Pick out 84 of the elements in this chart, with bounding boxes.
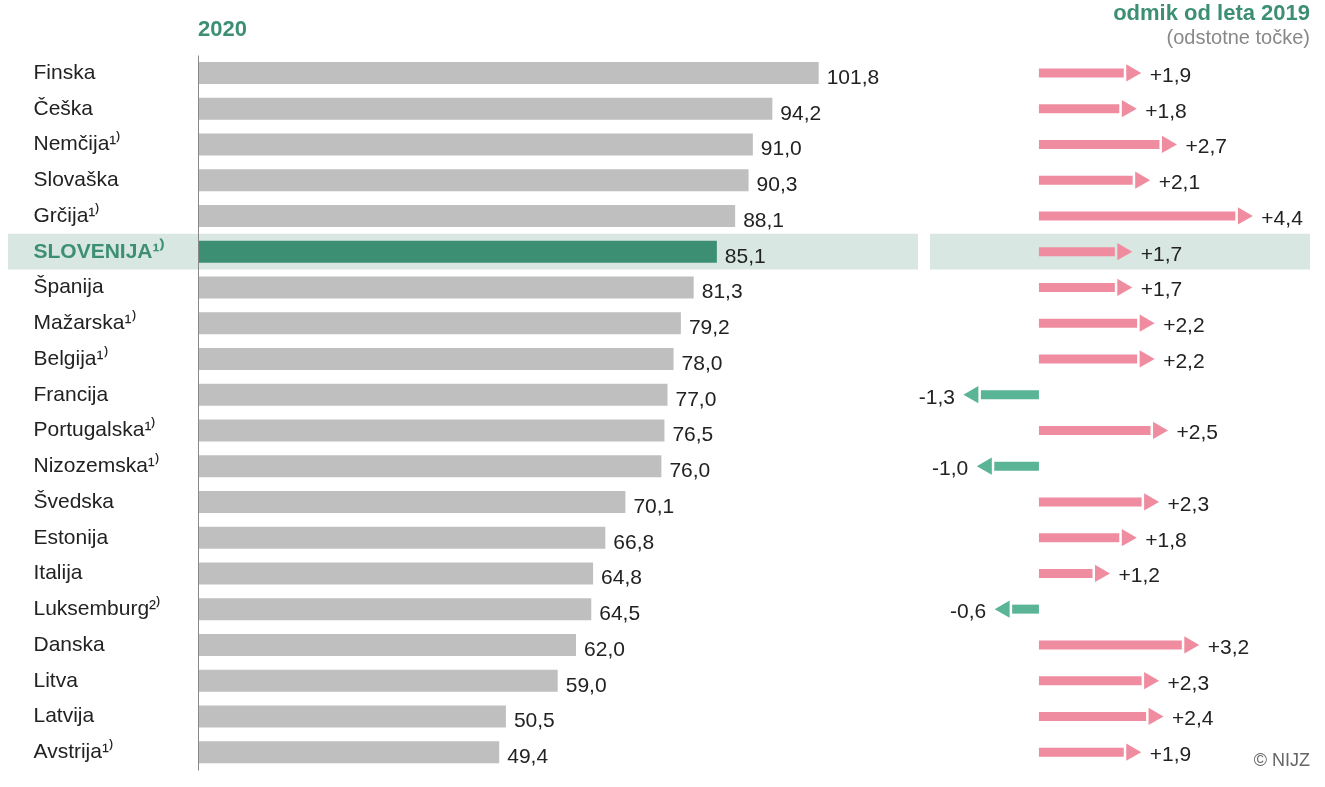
data-label: +2,2 <box>1163 313 1205 337</box>
y-tick-label: Češka <box>33 95 94 119</box>
y-tick-label: Latvija <box>33 703 95 727</box>
data-label: 66,8 <box>613 529 655 553</box>
data-label: +2,7 <box>1185 134 1227 158</box>
bar <box>198 276 694 299</box>
data-label: 79,2 <box>688 315 730 339</box>
y-tick-label: Slovaška <box>33 167 120 191</box>
chart-subtitle: (odstotne točke) <box>1166 26 1310 48</box>
data-label: +1,7 <box>1140 241 1183 265</box>
data-label: 70,1 <box>633 493 675 517</box>
data-label: 90,3 <box>756 172 798 196</box>
bar <box>198 347 674 370</box>
data-label: 81,3 <box>701 279 743 303</box>
data-label: 77,0 <box>675 386 717 410</box>
bar <box>198 383 668 406</box>
text: © NIJZ <box>1253 750 1310 770</box>
bar <box>198 169 749 192</box>
data-label: +2,1 <box>1158 170 1201 194</box>
data-label: 49,4 <box>507 744 549 768</box>
data-label: +1,2 <box>1118 563 1160 587</box>
y-tick-label: Španija <box>33 274 104 298</box>
y-tick-label: Nizozemska¹⁾ <box>33 452 160 477</box>
bar <box>198 97 773 120</box>
y-tick-label: Italija <box>33 560 83 584</box>
y-tick-label: Litva <box>33 667 79 691</box>
data-label: 91,0 <box>760 136 802 160</box>
data-label: 85,1 <box>724 243 766 267</box>
data-label: 64,5 <box>599 601 641 625</box>
y-tick-label: Finska <box>33 59 96 83</box>
bar <box>198 419 665 442</box>
data-label: +2,3 <box>1167 670 1210 694</box>
data-label: -0,6 <box>949 599 987 623</box>
bar <box>198 240 717 263</box>
bar <box>198 705 506 728</box>
y-tick-label: Portugalska¹⁾ <box>33 416 157 441</box>
y-tick-label: Švedska <box>33 488 115 512</box>
data-label: 64,8 <box>601 565 642 589</box>
data-label: 101,8 <box>826 64 880 88</box>
y-tick-label: Danska <box>33 631 106 655</box>
y-tick-label: Francija <box>33 381 109 405</box>
y-tick-label: Mažarska¹⁾ <box>33 309 137 334</box>
bar <box>198 204 736 227</box>
bar <box>198 61 819 84</box>
bar <box>198 669 558 692</box>
y-tick-label: Estonija <box>33 524 109 548</box>
data-label: +1,8 <box>1145 527 1187 551</box>
bar <box>198 312 681 335</box>
data-label: 76,5 <box>672 422 714 446</box>
data-label: +1,9 <box>1149 742 1192 766</box>
bar <box>198 633 577 656</box>
data-label: +1,7 <box>1140 277 1183 301</box>
y-tick-label: Belgija¹⁾ <box>33 344 109 369</box>
data-label: +1,9 <box>1149 62 1192 86</box>
data-label: 94,2 <box>780 100 822 124</box>
data-label: 76,0 <box>669 458 711 482</box>
chart-title: 2020 <box>198 16 247 41</box>
bar <box>198 598 592 621</box>
data-label: 62,0 <box>584 636 625 660</box>
data-label: 88,1 <box>743 207 785 231</box>
data-label: -1,3 <box>918 384 955 408</box>
bar <box>198 741 500 764</box>
y-tick-label: Luksemburg²⁾ <box>33 595 162 620</box>
data-label: +1,8 <box>1145 98 1187 122</box>
chart-title: odmik od leta 2019 <box>1113 0 1310 25</box>
data-label: +4,4 <box>1261 205 1304 229</box>
data-label: +2,3 <box>1167 491 1210 515</box>
data-label: -1,0 <box>932 456 969 480</box>
bar <box>198 455 662 478</box>
bar <box>198 133 753 156</box>
bar <box>198 490 626 513</box>
data-label: 78,0 <box>681 350 723 374</box>
y-tick-label: Grčija¹⁾ <box>33 201 101 226</box>
data-label: +3,2 <box>1207 634 1250 658</box>
data-label: 59,0 <box>565 672 607 696</box>
y-tick-label: SLOVENIJA¹⁾ <box>33 237 165 262</box>
data-label: +2,2 <box>1163 348 1205 372</box>
y-tick-label: Nemčija¹⁾ <box>33 130 122 155</box>
data-label: +2,5 <box>1176 420 1218 444</box>
data-label: +2,4 <box>1172 706 1214 730</box>
y-tick-label: Avstrija¹⁾ <box>33 738 114 763</box>
bar <box>198 562 594 585</box>
data-label: 50,5 <box>513 708 555 732</box>
bar <box>198 526 606 549</box>
